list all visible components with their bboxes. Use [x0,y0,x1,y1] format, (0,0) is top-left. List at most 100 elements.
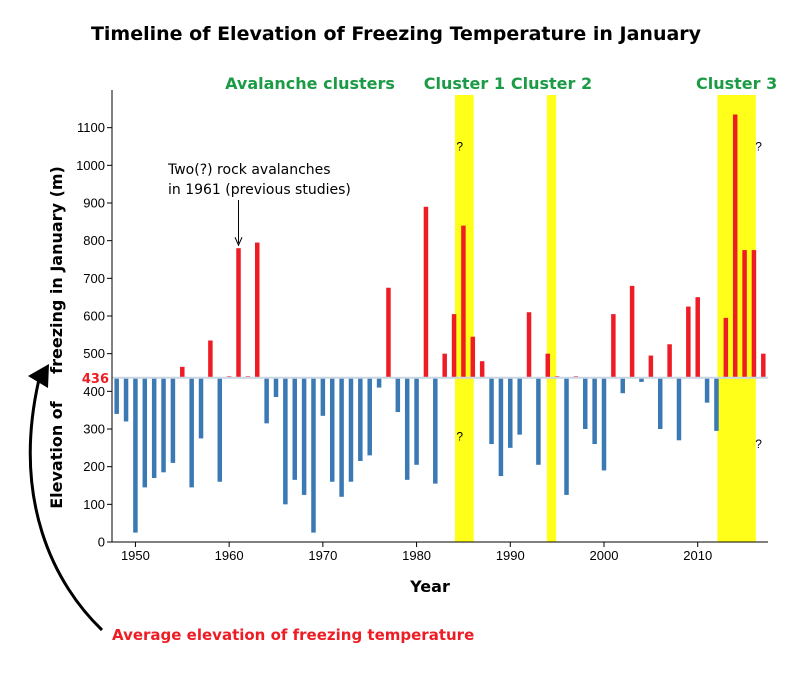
annotation-arrowhead [234,236,243,247]
bar-2012 [714,377,719,431]
y-axis-ticks: 0 100 200 300 400 500 600 700 800 900 1000 1100 [76,120,112,550]
average-elevation-caption: Average elevation of freezing temperatur… [112,626,474,644]
bar-1973 [348,377,354,482]
bar-1992 [526,312,532,378]
bar-1976 [376,377,382,388]
bar-1953 [161,377,166,473]
bars [114,114,766,533]
y-tick-label-500: 500 [83,346,105,361]
bar-1989 [498,377,504,477]
bar-1982 [433,377,438,484]
bar-1987 [479,361,485,378]
bar-1988 [489,377,494,445]
bar-1975 [367,377,372,456]
bar-2005 [648,355,654,378]
y-tick-label-800: 800 [83,233,105,248]
bar-1952 [151,377,157,478]
bar-2003 [629,285,635,378]
bar-1961 [236,248,241,378]
y-tick-label-300: 300 [83,422,105,437]
bar-1972 [339,377,344,497]
question-mark-4: ? [755,437,762,451]
y-tick-label-400: 400 [83,384,105,399]
bar-1949 [123,377,129,422]
bar-2011 [704,377,710,403]
bar-1968 [301,377,307,495]
bar-1996 [564,377,569,495]
bar-1986 [470,336,476,378]
bar-1981 [423,206,429,378]
bar-1990 [508,377,513,448]
bar-1965 [273,377,279,397]
bar-1951 [142,377,148,488]
bar-1948 [114,377,119,414]
y-tick-label-900: 900 [83,196,105,211]
bar-1970 [320,377,326,416]
bar-1969 [311,377,316,533]
y-tick-label-0: 0 [98,535,105,550]
y-axis-title-line2: Elevation of [47,400,66,509]
x-tick-label-1950: 1950 [121,548,150,563]
bar-1977 [386,287,391,378]
bar-1963 [255,242,260,378]
clusters-title: Avalanche clusters [225,74,395,93]
cluster-3-label: Cluster 3 [696,74,777,93]
bar-2006 [657,377,663,429]
x-tick-label-1970: 1970 [308,548,337,563]
y-tick-label-200: 200 [83,459,105,474]
bar-1958 [208,340,213,378]
bar-1979 [404,377,410,480]
bar-2010 [695,297,700,378]
x-axis-title: Year [409,577,450,596]
baseline-callout-arrowhead [28,364,49,388]
cluster-labels: Cluster 1 Cluster 2 Cluster 3 [424,74,777,93]
x-tick-label-1980: 1980 [402,548,431,563]
chart-title: Timeline of Elevation of Freezing Temper… [91,23,702,45]
question-marks: ???? [456,139,762,451]
question-mark-2: ? [456,429,463,443]
bar-2017 [761,353,766,378]
x-tick-label-2010: 2010 [683,548,712,563]
bar-1974 [358,377,363,462]
y-tick-label-600: 600 [83,309,105,324]
baseline-value-label: 436 [82,372,109,387]
cluster-2-label: Cluster 2 [511,74,592,93]
bar-1998 [583,377,588,429]
y-tick-label-1100: 1100 [77,120,105,135]
bar-1980 [414,377,419,465]
x-axis-ticks: 1950 1960 1970 1980 1990 2000 2010 [121,542,712,563]
baseline-callout-arrow [28,374,104,632]
bar-2016 [751,250,757,378]
y-axis-title-line1: freezing in January (m) [47,166,66,374]
bar-2004 [639,377,644,382]
bar-1994 [545,353,551,378]
bar-2009 [686,306,691,378]
bar-2000 [601,377,607,471]
y-tick-label-700: 700 [83,271,105,286]
bar-1999 [592,377,597,445]
cluster-2-band [546,95,557,542]
bar-2002 [620,377,625,394]
bar-2007 [667,344,672,378]
bar-1956 [189,377,194,488]
bar-2013 [723,317,729,378]
annotation-line-1: Two(?) rock avalanches [167,162,331,178]
y-tick-label-1000: 1000 [76,158,105,173]
bar-2014 [732,114,738,378]
bar-1985 [461,225,466,378]
bar-2001 [611,314,616,378]
x-tick-label-1960: 1960 [215,548,244,563]
y-tick-label-100: 100 [83,497,105,512]
bar-1971 [329,377,335,482]
bar-1954 [170,377,176,463]
bar-1983 [442,353,447,378]
x-tick-label-1990: 1990 [496,548,525,563]
bar-1964 [264,377,269,424]
question-mark-1: ? [456,139,463,153]
x-tick-label-2000: 2000 [590,548,619,563]
bar-1957 [198,377,204,439]
cluster-1-label: Cluster 1 [424,74,505,93]
bar-2008 [676,377,682,441]
bar-1967 [292,377,297,480]
